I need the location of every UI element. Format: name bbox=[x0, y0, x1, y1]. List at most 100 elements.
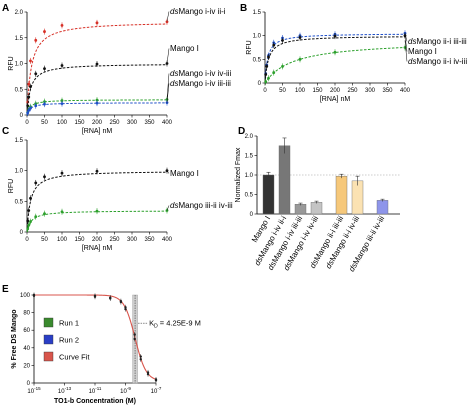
c-data-point bbox=[43, 175, 46, 179]
d-y-tick-label: 0.5 bbox=[245, 193, 254, 199]
c-data-point bbox=[29, 220, 32, 223]
e-legend-swatch bbox=[43, 317, 54, 328]
e-data-point bbox=[133, 337, 136, 341]
a-data-point bbox=[29, 85, 32, 89]
panel-label-b: B bbox=[240, 3, 247, 14]
a-series-label-rest: Mango i-iv iii-iii bbox=[178, 79, 231, 88]
c-series-label-rest: Mango I bbox=[170, 169, 199, 178]
e-x-tick-exp: -9 bbox=[127, 386, 131, 391]
b-data-point bbox=[272, 43, 276, 47]
panel-label-a: A bbox=[2, 3, 9, 14]
a-data-point bbox=[26, 104, 30, 108]
a-data-point bbox=[34, 72, 38, 76]
c-x-tick-label: 0 bbox=[25, 237, 29, 243]
a-data-point bbox=[26, 111, 30, 115]
b-data-point bbox=[281, 39, 284, 42]
b-data-point bbox=[264, 80, 268, 83]
e-data-point bbox=[133, 333, 136, 336]
b-series-label: dsMango ii-i iii-iii bbox=[408, 37, 467, 46]
a-series-label: Mango I bbox=[170, 44, 199, 53]
b-x-tick-label: 50 bbox=[279, 88, 286, 94]
e-data-point bbox=[139, 355, 142, 358]
b-y-tick-label: 1.5 bbox=[253, 10, 262, 16]
panel-c-chart: 0 50 100 150 200 250 300 350 400 0 0.5 1.0 1.5 [RNA] … bbox=[8, 138, 233, 252]
b-x-tick-label: 350 bbox=[382, 88, 393, 94]
e-data-point bbox=[109, 297, 112, 300]
e-x-axis-label: TO1-b Concentration (M) bbox=[54, 398, 136, 405]
a-data-point bbox=[34, 38, 38, 42]
c-series-label: Mango I bbox=[170, 169, 199, 178]
a-data-point bbox=[60, 102, 64, 106]
d-category-label-ds: ds bbox=[266, 260, 278, 272]
a-series-leader bbox=[166, 11, 170, 22]
c-data-point bbox=[95, 209, 99, 213]
b-x-tick-label: 300 bbox=[365, 88, 376, 94]
a-data-point bbox=[29, 106, 32, 110]
a-fit-curve bbox=[26, 102, 167, 116]
e-kd-sub: D bbox=[154, 324, 158, 330]
b-series-label-ds: ds bbox=[408, 57, 416, 66]
c-series-label-ds: ds bbox=[170, 201, 178, 210]
c-data-point bbox=[27, 223, 31, 227]
e-x-tick-label: 10-7 bbox=[151, 386, 162, 395]
d-y-tick-label: 1.5 bbox=[245, 154, 254, 160]
e-kd-label: KD = 4.25E-9 M bbox=[149, 319, 201, 330]
c-y-tick-label: 0.5 bbox=[15, 199, 24, 205]
c-data-point bbox=[60, 210, 64, 214]
e-y-tick-label: 80 bbox=[23, 311, 30, 317]
d-category-label-ds: ds bbox=[253, 255, 265, 267]
a-x-tick-label: 50 bbox=[41, 120, 48, 126]
d-y-axis-label: Normalized Fmax bbox=[235, 147, 242, 202]
e-y-tick-label: 100 bbox=[20, 293, 31, 299]
d-y-tick-label: 2.0 bbox=[245, 134, 254, 140]
c-data-point bbox=[26, 227, 30, 231]
e-x-tick-label: 10-9 bbox=[120, 386, 131, 395]
e-y-tick-label: 40 bbox=[23, 346, 30, 352]
a-series-label-ds: ds bbox=[170, 69, 178, 78]
b-y-tick-label: 0 bbox=[258, 81, 262, 87]
b-fit-curve bbox=[264, 36, 406, 84]
a-y-tick-label: 1.0 bbox=[15, 62, 24, 68]
a-y-tick-label: 0 bbox=[20, 113, 24, 119]
c-data-point bbox=[34, 215, 38, 219]
a-x-tick-label: 100 bbox=[57, 120, 68, 126]
a-fit-curve bbox=[26, 64, 168, 116]
a-data-point bbox=[95, 62, 99, 66]
a-series-label-ds: ds bbox=[170, 79, 178, 88]
b-y-tick-label: 1.0 bbox=[253, 34, 262, 40]
b-data-point bbox=[281, 65, 284, 68]
b-fit-curve bbox=[264, 33, 406, 84]
c-x-tick-label: 150 bbox=[74, 237, 85, 243]
c-y-tick-label: 0 bbox=[20, 230, 24, 236]
c-y-tick-label: 1.5 bbox=[15, 138, 24, 144]
a-data-point bbox=[60, 64, 64, 67]
c-x-axis-label: [RNA] nM bbox=[82, 245, 113, 252]
a-data-point bbox=[43, 67, 46, 71]
a-data-point bbox=[95, 101, 99, 105]
c-series-label: dsMango iii-ii iv-iii bbox=[170, 201, 233, 210]
c-x-tick-label: 350 bbox=[144, 237, 155, 243]
d-bar bbox=[294, 204, 307, 215]
a-data-point bbox=[34, 104, 38, 108]
d-y-tick-label: 0 bbox=[250, 212, 254, 218]
panel-label-d: D bbox=[238, 126, 245, 137]
a-y-axis-label: RFU bbox=[8, 56, 15, 70]
e-x-tick-base: 10 bbox=[27, 389, 34, 395]
e-legend-label: Run 2 bbox=[59, 336, 79, 345]
c-data-point bbox=[29, 196, 32, 200]
c-data-point bbox=[95, 169, 99, 173]
a-series-label-ds: ds bbox=[170, 7, 178, 16]
b-data-point bbox=[264, 73, 268, 76]
b-y-tick-label: 0.5 bbox=[253, 57, 262, 63]
panel-b-chart: 0 50 100 150 200 250 300 350 400 0 0.5 1.0 1.5 [RNA] … bbox=[246, 10, 467, 103]
a-x-axis-label: [RNA] nM bbox=[82, 128, 113, 135]
b-y-axis-label: RFU bbox=[246, 40, 253, 54]
d-category-label-ds: ds bbox=[282, 260, 294, 272]
b-x-axis-label: [RNA] nM bbox=[320, 96, 351, 103]
a-series-label: dsMango i-iv iii-iii bbox=[170, 79, 231, 88]
b-data-point bbox=[272, 71, 276, 74]
b-data-point bbox=[403, 34, 407, 38]
a-data-point bbox=[27, 82, 31, 86]
d-bar bbox=[351, 180, 364, 215]
